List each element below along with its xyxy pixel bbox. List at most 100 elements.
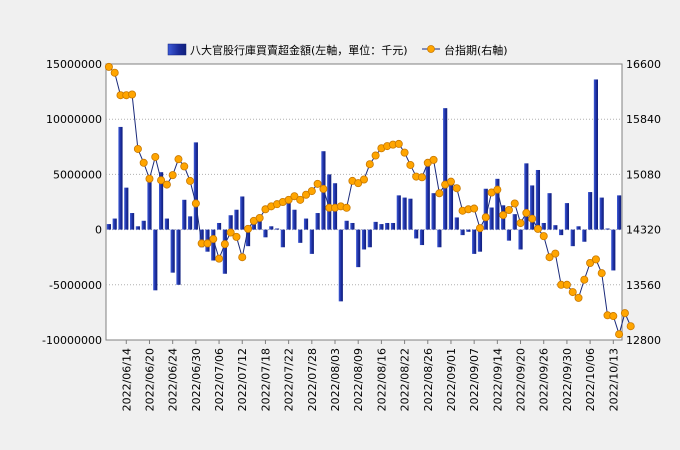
line-point xyxy=(533,224,542,233)
line-point xyxy=(296,195,305,204)
legend-line-marker xyxy=(427,45,435,53)
x-tick-label: 2022/07/28 xyxy=(306,348,319,411)
x-tick-label: 2022/06/20 xyxy=(143,348,156,411)
line-series xyxy=(104,62,635,339)
bar xyxy=(245,229,251,247)
bar xyxy=(269,226,274,230)
line-point xyxy=(354,179,363,188)
bar xyxy=(216,222,222,230)
line-point xyxy=(499,211,508,220)
x-tick-label: 2022/08/09 xyxy=(352,348,365,411)
bar xyxy=(182,199,187,230)
bar xyxy=(303,218,309,230)
bar xyxy=(524,163,529,230)
line-point xyxy=(226,228,235,237)
bar xyxy=(495,178,500,230)
x-tick-label: 2022/08/22 xyxy=(399,348,412,411)
bar xyxy=(437,229,442,248)
bar xyxy=(419,229,425,246)
bar xyxy=(164,218,169,230)
x-tick-label: 2022/09/30 xyxy=(561,348,574,411)
bar xyxy=(541,222,546,230)
bar xyxy=(124,187,129,230)
line-point xyxy=(244,224,253,233)
line-point xyxy=(186,176,195,185)
bar xyxy=(379,224,384,230)
bar xyxy=(286,199,291,230)
bar xyxy=(367,229,372,248)
bar xyxy=(559,229,564,236)
line-point xyxy=(104,62,113,71)
bar xyxy=(118,126,123,230)
right-axis: 12800 13560 14320 15080 15840 16600 xyxy=(626,58,661,347)
line-point xyxy=(406,160,415,169)
line-point xyxy=(365,160,374,169)
x-tick-label: 2022/06/30 xyxy=(190,348,203,411)
left-axis: -10000000 -5000000 0 5000000 10000000 1500000… xyxy=(42,58,102,347)
line-point xyxy=(504,205,513,214)
bar xyxy=(130,213,135,230)
line-point xyxy=(394,139,403,148)
left-tick-label: -5000000 xyxy=(49,279,102,292)
line-point xyxy=(429,155,438,164)
bar xyxy=(483,188,488,230)
bar xyxy=(187,216,193,230)
left-tick-label: 5000000 xyxy=(53,168,102,181)
line-point xyxy=(139,158,148,167)
bar xyxy=(460,229,465,236)
bar xyxy=(292,209,297,230)
legend-bar-swatch xyxy=(167,43,187,56)
line-point xyxy=(319,184,328,193)
line-point xyxy=(539,232,548,241)
bar xyxy=(593,79,598,230)
line-point xyxy=(481,213,490,222)
line-point xyxy=(359,175,368,184)
bar xyxy=(425,165,430,230)
x-tick-label: 2022/08/03 xyxy=(329,348,342,411)
left-tick-label: 10000000 xyxy=(46,113,102,126)
legend: 八大官股行庫買賣超金額(左軸，單位：千元) 台指期(右軸) xyxy=(167,43,508,57)
bar xyxy=(547,193,552,230)
bar xyxy=(443,108,448,230)
left-tick-label: 0 xyxy=(95,224,102,237)
bar xyxy=(158,172,164,230)
line-point xyxy=(568,288,577,297)
x-tick-label: 2022/09/26 xyxy=(538,348,551,411)
line-point xyxy=(510,199,519,208)
right-tick-label: 15080 xyxy=(626,168,661,181)
bar xyxy=(234,209,239,230)
bar xyxy=(251,222,256,230)
bar xyxy=(564,203,570,230)
x-tick-label: 2022/06/24 xyxy=(167,348,180,411)
x-tick-label: 2022/08/16 xyxy=(375,348,388,411)
bar xyxy=(431,193,436,230)
bar xyxy=(582,229,587,242)
line-point xyxy=(203,239,212,248)
bar xyxy=(344,220,349,230)
right-tick-label: 16600 xyxy=(626,58,661,71)
line-point xyxy=(597,269,606,278)
bar xyxy=(599,197,604,230)
bar xyxy=(141,220,146,230)
x-tick-label: 2022/09/20 xyxy=(515,348,528,411)
line-point xyxy=(162,180,171,189)
line-point xyxy=(580,275,589,284)
line-point xyxy=(313,179,322,188)
line-point xyxy=(284,195,293,204)
bar xyxy=(240,196,245,230)
bar xyxy=(506,229,512,241)
x-tick-label: 2022/07/06 xyxy=(213,348,226,411)
bar xyxy=(222,229,227,274)
line-point xyxy=(516,219,525,228)
line-point xyxy=(110,68,119,77)
bar xyxy=(408,198,413,230)
line-point xyxy=(446,177,455,186)
line-point xyxy=(157,176,166,185)
bar xyxy=(350,222,355,230)
bar xyxy=(298,229,303,243)
bar xyxy=(373,221,378,230)
line-point xyxy=(255,213,264,222)
left-tick-label: -10000000 xyxy=(42,334,102,347)
bar xyxy=(553,225,558,230)
